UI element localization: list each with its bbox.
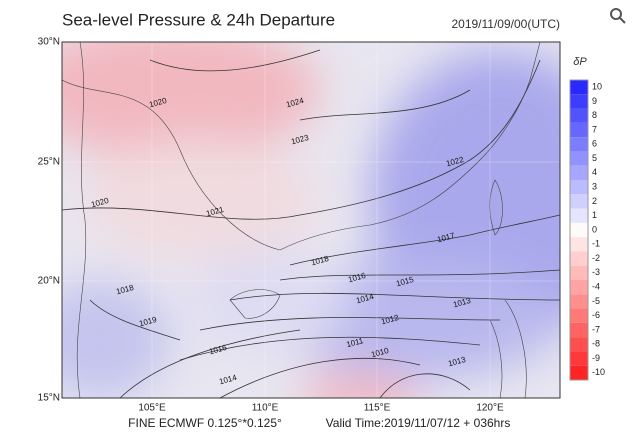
lon-label: 105°E bbox=[138, 403, 166, 414]
colorbar-tick: -7 bbox=[592, 324, 600, 334]
colorbar-cell bbox=[570, 308, 588, 323]
colorbar-tick: 8 bbox=[592, 110, 597, 120]
lat-label: 25°N bbox=[38, 157, 60, 168]
colorbar-cell bbox=[570, 237, 588, 252]
colorbar-cell bbox=[570, 137, 588, 152]
colorbar-cell bbox=[570, 122, 588, 138]
colorbar-tick: -6 bbox=[592, 310, 600, 320]
colorbar-tick: 2 bbox=[592, 196, 597, 206]
valid-time: Valid Time:2019/11/07/12 + 036hrs bbox=[326, 416, 511, 430]
lon-label: 120°E bbox=[476, 403, 504, 414]
colorbar-cell bbox=[570, 208, 588, 223]
colorbar-tick: 5 bbox=[592, 153, 597, 163]
colorbar-tick: 1 bbox=[592, 210, 597, 220]
colorbar-cell bbox=[570, 280, 588, 295]
colorbar-frame bbox=[569, 79, 589, 381]
title: Sea-level Pressure & 24h Departure bbox=[62, 10, 335, 29]
colorbar-cell bbox=[570, 80, 588, 95]
colorbar-tick: -1 bbox=[592, 239, 600, 249]
map-frame bbox=[61, 41, 561, 399]
colorbar-cell bbox=[570, 365, 588, 380]
colorbar-tick: -4 bbox=[592, 282, 600, 292]
colorbar-tick: -10 bbox=[592, 367, 605, 377]
lon-label: 115°E bbox=[364, 403, 391, 414]
zoom-icon[interactable] bbox=[610, 8, 626, 24]
colorbar-tick: -8 bbox=[592, 339, 600, 349]
colorbar-cell bbox=[570, 180, 588, 195]
colorbar-cell bbox=[570, 151, 588, 166]
colorbar-cell bbox=[570, 222, 588, 238]
colorbar-cell bbox=[570, 165, 588, 180]
colorbar-title: δP bbox=[573, 56, 587, 68]
model: FINE ECMWF 0.125°*0.125° bbox=[128, 416, 282, 430]
colorbar-cell bbox=[570, 94, 588, 109]
colorbar-tick: -5 bbox=[592, 296, 600, 306]
colorbar-cell bbox=[570, 251, 588, 266]
colorbar-cell bbox=[570, 337, 588, 352]
colorbar-tick: 6 bbox=[592, 139, 597, 149]
colorbar-cell bbox=[570, 322, 588, 338]
lat-label: 30°N bbox=[38, 37, 60, 48]
colorbar-cell bbox=[570, 351, 588, 366]
colorbar-tick: 10 bbox=[592, 82, 602, 92]
colorbar-tick: 7 bbox=[592, 124, 597, 134]
colorbar-cell bbox=[570, 294, 588, 309]
colorbar-cell bbox=[570, 108, 588, 123]
colorbar-tick: 9 bbox=[592, 96, 597, 106]
colorbar-tick: 3 bbox=[592, 182, 597, 192]
lon-label: 110°E bbox=[252, 403, 279, 414]
lat-label: 15°N bbox=[38, 393, 60, 404]
colorbar-tick: 0 bbox=[592, 224, 597, 234]
colorbar-tick: -2 bbox=[592, 253, 600, 263]
colorbar-tick: 4 bbox=[592, 167, 597, 177]
colorbar-cell bbox=[570, 194, 588, 209]
colorbar-tick: -3 bbox=[592, 267, 600, 277]
lat-label: 20°N bbox=[38, 276, 60, 287]
colorbar-cell bbox=[570, 265, 588, 280]
isobar-label: 1011 bbox=[345, 336, 364, 349]
time: 2019/11/09/00(UTC) bbox=[451, 17, 560, 31]
colorbar-tick: -9 bbox=[592, 353, 600, 363]
